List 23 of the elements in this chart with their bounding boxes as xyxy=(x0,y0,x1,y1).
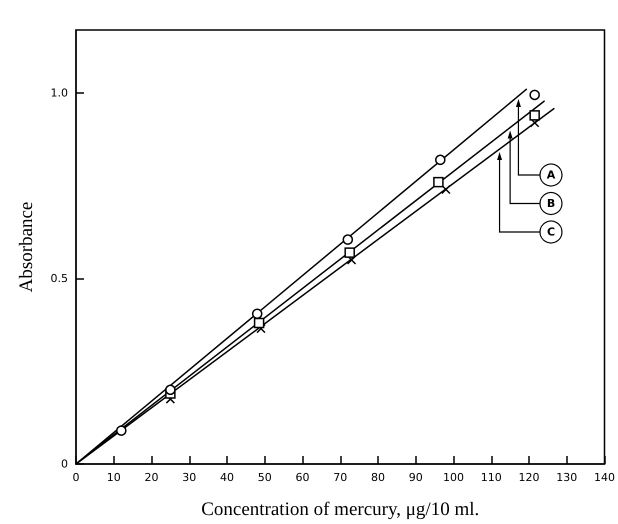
x-tick-label: 90 xyxy=(408,471,423,484)
x-axis-title: Concentration of mercury, μg/10 ml. xyxy=(201,499,480,520)
x-tick-label: 10 xyxy=(106,471,121,484)
x-tick-label: 140 xyxy=(594,471,615,484)
x-tick-label: 30 xyxy=(182,471,196,484)
x-tick-label: 60 xyxy=(296,471,310,484)
y-tick-label: 0.5 xyxy=(50,272,68,286)
x-tick-label: 80 xyxy=(371,471,385,484)
x-tick-label: 0 xyxy=(72,471,80,484)
x-tick-label: 70 xyxy=(333,471,348,484)
y-tick-label: 0 xyxy=(61,458,68,470)
legend-label: C xyxy=(546,226,556,238)
x-tick-label: 40 xyxy=(220,471,234,484)
y-tick-label: 1.0 xyxy=(50,86,68,100)
x-tick-label: 50 xyxy=(258,471,272,484)
x-tick-label: 120 xyxy=(518,471,540,484)
legend-label: B xyxy=(546,197,556,210)
x-tick-label: 110 xyxy=(480,471,502,484)
x-tick-label: 20 xyxy=(144,471,158,484)
y-axis-title: Absorbance xyxy=(16,202,37,292)
text: A xyxy=(546,168,556,182)
x-tick-label: 100 xyxy=(443,471,464,484)
x-tick-label: 130 xyxy=(556,471,578,484)
